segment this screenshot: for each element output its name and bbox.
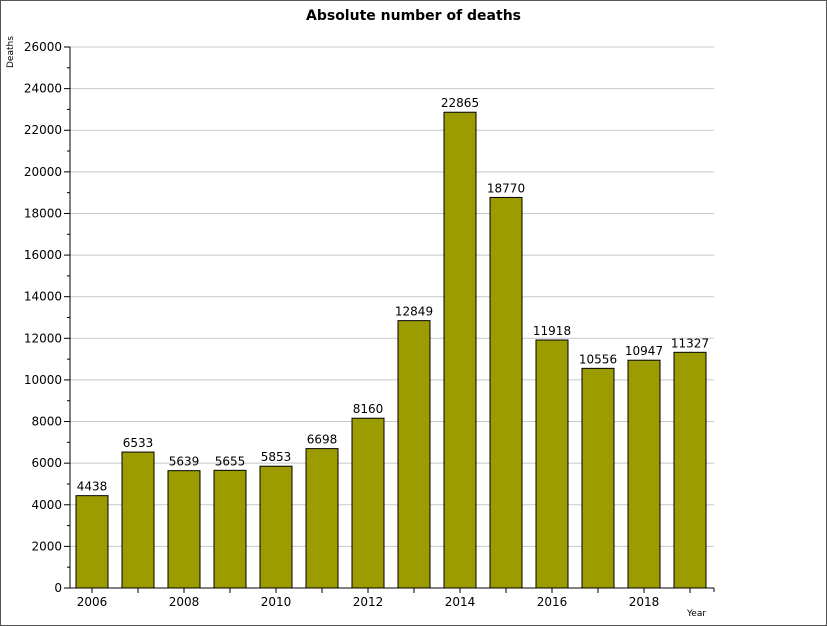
- bar: [535, 339, 569, 589]
- y-tick-label: 14000: [24, 290, 62, 304]
- data-label: 6533: [123, 436, 154, 450]
- data-label: 18770: [487, 181, 525, 195]
- x-tick-label: 2016: [537, 595, 568, 609]
- data-label: 4438: [77, 480, 108, 494]
- y-tick-label: 0: [54, 581, 62, 595]
- y-tick-label: 16000: [24, 248, 62, 262]
- data-label: 8160: [353, 402, 384, 416]
- bar: [581, 367, 615, 589]
- data-label: 22865: [441, 96, 479, 110]
- y-tick-label: 8000: [31, 415, 62, 429]
- bar: [443, 111, 477, 589]
- y-tick-label: 24000: [24, 82, 62, 96]
- data-label: 12849: [395, 305, 433, 319]
- data-label: 10556: [579, 352, 617, 366]
- data-label: 6698: [307, 433, 338, 447]
- bar: [259, 465, 293, 589]
- x-tick-label: 2018: [629, 595, 660, 609]
- y-tick-label: 12000: [24, 331, 62, 345]
- labels: 0 2000 4000 6000 8000 10000 12000 14000 16000 180…: [24, 40, 709, 609]
- data-label: 5853: [261, 450, 292, 464]
- y-tick-label: 22000: [24, 123, 62, 137]
- x-tick-label: 2010: [261, 595, 292, 609]
- bar: [673, 351, 707, 589]
- data-label: 10947: [625, 344, 663, 358]
- data-label: 11918: [533, 324, 571, 338]
- y-tick-label: 20000: [24, 165, 62, 179]
- x-axis-label: Year: [687, 609, 707, 619]
- x-tick-label: 2006: [77, 595, 108, 609]
- chart-title: Absolute number of deaths: [306, 8, 521, 24]
- bar: [213, 469, 247, 589]
- bar: [397, 320, 431, 589]
- y-tick-label: 10000: [24, 373, 62, 387]
- y-tick-label: 6000: [31, 456, 62, 470]
- x-tick-label: 2012: [353, 595, 384, 609]
- y-tick-label: 26000: [24, 40, 62, 54]
- bar: [305, 448, 339, 589]
- bar: [351, 417, 385, 589]
- data-label: 5639: [169, 455, 200, 469]
- bars: [75, 111, 707, 589]
- y-tick-label: 4000: [31, 498, 62, 512]
- axes: [64, 46, 715, 593]
- bar: [627, 359, 661, 589]
- gridlines: [70, 46, 714, 547]
- bar: [489, 196, 523, 589]
- data-label: 11327: [671, 336, 709, 350]
- y-tick-label: 2000: [31, 539, 62, 553]
- bar: [167, 470, 201, 589]
- data-label: 5655: [215, 454, 246, 468]
- x-tick-label: 2014: [445, 595, 476, 609]
- x-tick-label: 2008: [169, 595, 200, 609]
- y-tick-label: 18000: [24, 206, 62, 220]
- bar: [121, 451, 155, 589]
- bar: [75, 495, 109, 589]
